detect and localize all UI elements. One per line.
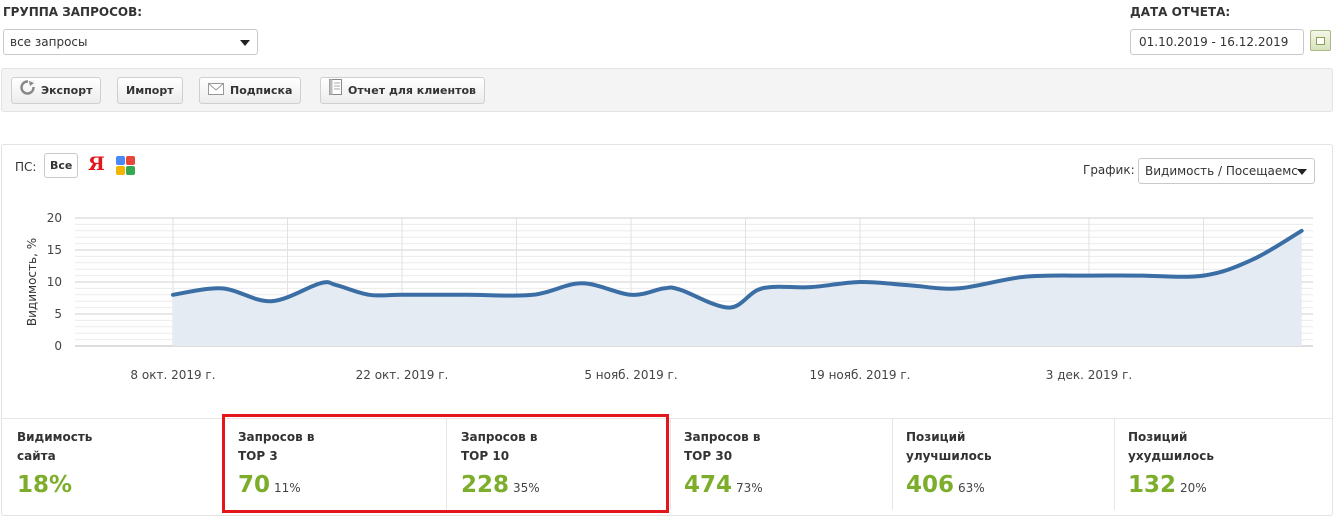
visibility-line — [171, 228, 1304, 310]
envelope-icon — [208, 79, 224, 104]
visibility-area — [173, 230, 1302, 346]
y-tick-label: 5 — [54, 307, 62, 321]
stat-title: Позиций улучшилось — [906, 428, 992, 466]
query-group-select[interactable]: все запросы — [3, 29, 258, 55]
stat-title-line: сайта — [17, 449, 56, 463]
query-group-label: ГРУППА ЗАПРОСОВ: — [3, 5, 143, 19]
stat-number: 132 — [1128, 472, 1177, 498]
stat-number: 70 — [238, 472, 271, 498]
stat-value: 70 11% — [238, 472, 301, 498]
chevron-down-icon — [240, 40, 250, 46]
stat-title: Запросов в TOP 30 — [684, 428, 760, 466]
y-axis-label: Видимость, % — [25, 238, 39, 326]
stat-percent: 63% — [958, 481, 985, 495]
stat-title: Запросов в TOP 10 — [461, 428, 537, 466]
client-report-label: Отчет для клиентов — [348, 84, 476, 97]
calendar-icon[interactable] — [1310, 30, 1331, 51]
visibility-chart: Видимость, % 0 5 10 15 20 8 окт. 2019 г. 22 о… — [25, 211, 1313, 382]
search-engine-all-button[interactable]: Все — [44, 153, 79, 178]
export-label: Экспорт — [41, 84, 93, 97]
stat-title-line: Видимость — [17, 430, 93, 444]
export-button[interactable]: Экспорт — [11, 77, 102, 104]
stat-percent: 35% — [513, 481, 540, 495]
search-engine-label: ПС: — [15, 160, 37, 174]
stat-value: 132 20% — [1128, 472, 1207, 498]
stat-title: Видимость сайта — [17, 428, 92, 466]
stat-percent: 20% — [1180, 481, 1207, 495]
stat-number: 228 — [461, 472, 510, 498]
chevron-down-icon — [1297, 169, 1307, 175]
stat-value: 228 35% — [461, 472, 540, 498]
x-tick-label: 19 нояб. 2019 г. — [810, 368, 911, 382]
chart-type-label: График: — [1083, 163, 1135, 177]
google-icon[interactable] — [116, 156, 136, 176]
y-tick-label: 15 — [47, 243, 62, 257]
stat-number: 18% — [17, 472, 73, 498]
query-group-value: все запросы — [10, 35, 88, 49]
stat-title-line: Запросов в — [684, 430, 761, 444]
stat-title-line: Запросов в — [461, 430, 538, 444]
subscribe-label: Подписка — [230, 84, 293, 97]
stat-value: 474 73% — [684, 472, 763, 498]
stat-title: Позиций ухудшилось — [1128, 428, 1214, 466]
x-tick-label: 3 дек. 2019 г. — [1046, 368, 1132, 382]
chart-type-select[interactable]: Видимость / Посещаемс — [1138, 158, 1315, 184]
chart-type-value: Видимость / Посещаемс — [1145, 164, 1298, 178]
y-axis-ticks: 0 5 10 15 20 — [47, 211, 62, 353]
stat-number: 474 — [684, 472, 733, 498]
stat-title-line: TOP 10 — [461, 449, 510, 463]
client-report-button[interactable]: Отчет для клиентов — [320, 77, 485, 104]
export-icon — [20, 79, 35, 104]
stat-title-line: ухудшилось — [1128, 449, 1214, 463]
highlight-box — [222, 414, 669, 513]
stat-title-line: TOP 30 — [684, 449, 733, 463]
x-tick-label: 8 окт. 2019 г. — [130, 368, 215, 382]
stat-title-line: Запросов в — [238, 430, 315, 444]
y-tick-label: 20 — [47, 211, 62, 225]
stat-title-line: улучшилось — [906, 449, 992, 463]
yandex-icon[interactable]: Я — [88, 153, 105, 175]
stat-title-line: Позиций — [1128, 430, 1188, 444]
stat-percent: 73% — [736, 481, 763, 495]
document-icon — [329, 78, 342, 104]
stat-title-line: TOP 3 — [238, 449, 278, 463]
y-tick-label: 10 — [47, 275, 62, 289]
report-date-field[interactable]: 01.10.2019 - 16.12.2019 — [1130, 29, 1304, 55]
stat-value: 18% — [17, 472, 72, 498]
stat-number: 406 — [906, 472, 955, 498]
y-tick-label: 0 — [54, 339, 62, 353]
stat-value: 406 63% — [906, 472, 985, 498]
stat-title: Запросов в TOP 3 — [238, 428, 314, 466]
stat-divider — [446, 418, 447, 510]
x-tick-label: 22 окт. 2019 г. — [356, 368, 449, 382]
stat-title-line: Позиций — [906, 430, 966, 444]
stat-percent: 11% — [274, 481, 301, 495]
report-date-label: ДАТА ОТЧЕТА: — [1130, 5, 1231, 19]
import-button[interactable]: Импорт — [117, 77, 183, 104]
stat-divider — [670, 418, 671, 510]
subscribe-button[interactable]: Подписка — [199, 77, 302, 104]
toolbar: Экспорт Импорт Подписка Отчет для клиент… — [1, 68, 1333, 112]
stat-divider — [892, 418, 893, 510]
stat-divider — [1114, 418, 1115, 510]
x-axis-ticks: 8 окт. 2019 г. 22 окт. 2019 г. 5 нояб. 201… — [130, 368, 1132, 382]
x-tick-label: 5 нояб. 2019 г. — [584, 368, 677, 382]
